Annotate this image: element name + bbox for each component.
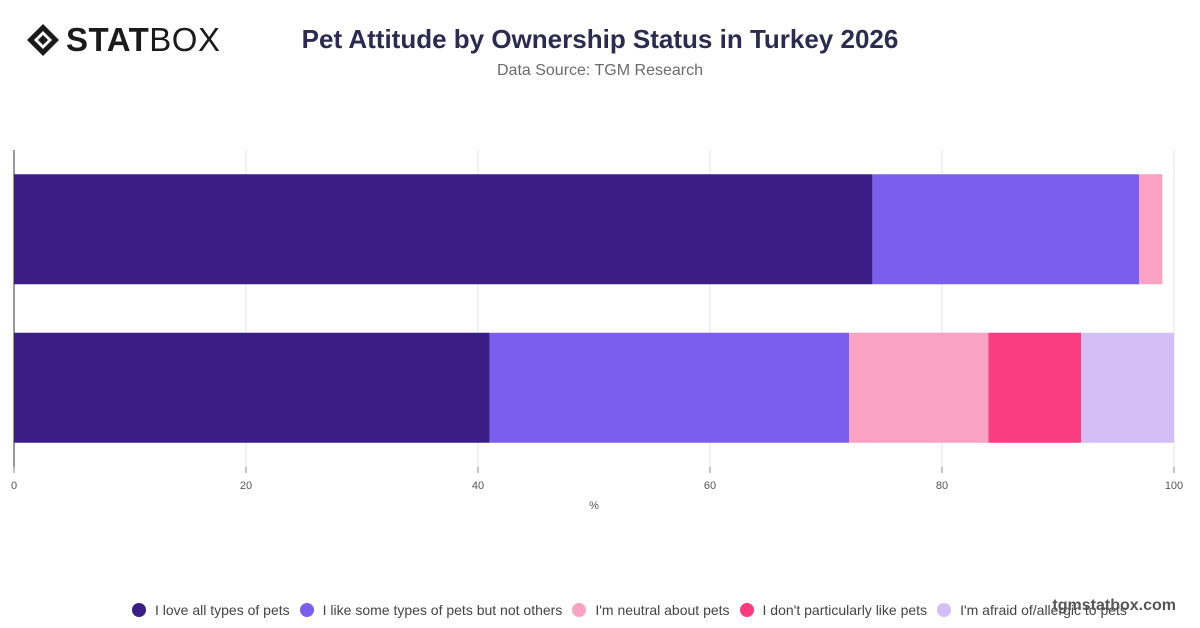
bar-segment xyxy=(1081,332,1174,443)
watermark: tgmstatbox.com xyxy=(1052,597,1176,614)
x-tick-label: 100 xyxy=(1165,480,1183,492)
legend-item[interactable]: I don't particularly like pets xyxy=(739,602,928,618)
x-tick-label: 80 xyxy=(936,480,948,492)
chart-title: Pet Attitude by Ownership Status in Turk… xyxy=(301,24,899,54)
logo-wordmark: STATBOX xyxy=(66,21,221,58)
bar-segment xyxy=(14,332,490,443)
legend-label: I like some types of pets but not others xyxy=(322,602,563,618)
x-axis-title: % xyxy=(589,500,599,512)
x-tick-label: 40 xyxy=(472,480,484,492)
legend-item[interactable]: I love all types of pets xyxy=(132,602,290,618)
bar-segment xyxy=(872,174,1140,285)
bar-segment xyxy=(1139,174,1163,285)
legend-swatch xyxy=(132,603,146,617)
bar-segment xyxy=(988,332,1082,443)
x-tick-label: 20 xyxy=(240,480,252,492)
legend-label: I'm neutral about pets xyxy=(595,602,730,618)
statbox-logo: STATBOX xyxy=(26,22,220,58)
statbox-diamond-icon xyxy=(27,24,59,56)
bar-segment xyxy=(14,174,873,285)
legend-item[interactable]: I like some types of pets but not others xyxy=(299,602,563,618)
legend-swatch xyxy=(937,603,952,617)
legend-label: I'm afraid of/allergic to pets xyxy=(960,602,1127,618)
legend-swatch xyxy=(739,603,754,617)
legend-swatch xyxy=(572,603,587,617)
legend-label: I don't particularly like pets xyxy=(762,602,928,618)
bar-segment xyxy=(489,332,850,443)
legend-item[interactable]: I'm neutral about pets xyxy=(572,602,730,618)
chart-subtitle: Data Source: TGM Research xyxy=(496,62,703,79)
legend-label: I love all types of pets xyxy=(155,602,290,618)
legend-swatch xyxy=(299,603,314,617)
chart-legend: I love all types of pets I like some type… xyxy=(132,602,1137,618)
legend-item[interactable]: I'm afraid of/allergic to pets xyxy=(937,602,1127,618)
chart-area: 0 20 40 60 80 100% xyxy=(11,150,1183,512)
x-tick-label: 60 xyxy=(704,480,716,492)
bar-segment xyxy=(849,332,989,443)
x-tick-label: 0 xyxy=(11,480,17,492)
